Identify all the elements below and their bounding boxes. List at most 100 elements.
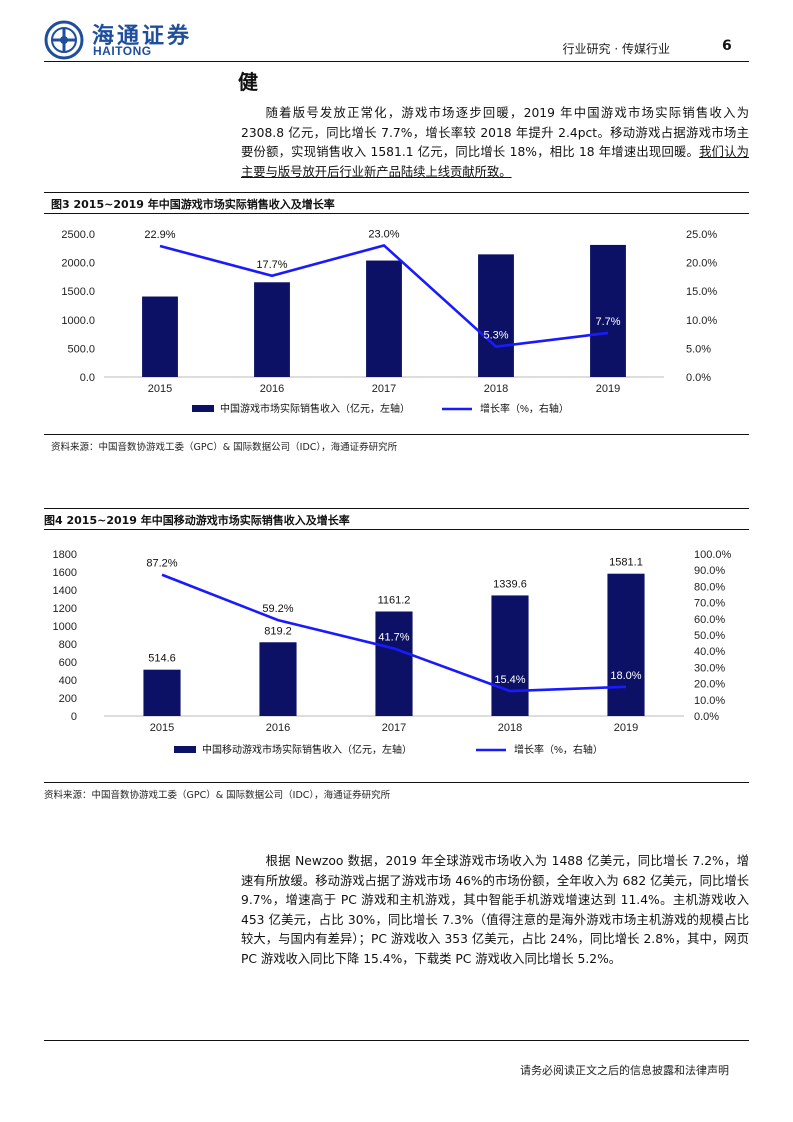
growth-rate-line: [159, 243, 609, 349]
figure4-bottom-rule: [44, 782, 749, 783]
figure4-title-rule: [44, 529, 749, 530]
bar: [366, 260, 402, 377]
line-data-label: 15.4%: [494, 674, 525, 686]
figure3-title-rule: [44, 213, 749, 214]
page-number: 6: [722, 38, 732, 54]
right-axis-tick-label: 0.0%: [686, 372, 711, 384]
line-data-label: 7.7%: [595, 316, 620, 328]
line-data-label: 18.0%: [610, 670, 641, 682]
line-data-label: 59.2%: [262, 603, 293, 615]
left-axis-tick-label: 1600: [53, 567, 77, 579]
bar: [478, 254, 514, 377]
left-axis-tick-label: 1400: [53, 585, 77, 597]
paragraph-text: 根据 Newzoo 数据，2019 年全球游戏市场收入为 1488 亿美元，同比…: [241, 854, 749, 966]
left-axis-tick-label: 600: [59, 657, 77, 669]
left-axis-tick-label: 1000: [53, 621, 77, 633]
right-axis-tick-label: 25.0%: [686, 229, 717, 241]
haitong-logo-icon: [44, 20, 84, 60]
x-axis-tick-label: 2016: [260, 383, 284, 395]
x-axis-tick-label: 2017: [382, 722, 406, 734]
right-axis-tick-label: 100.0%: [694, 549, 732, 561]
bar: [590, 244, 626, 377]
left-axis-tick-label: 2000.0: [61, 258, 95, 270]
right-axis-tick-label: 60.0%: [694, 614, 725, 626]
bar: [375, 611, 413, 716]
figure3-bottom-rule: [44, 434, 749, 435]
left-axis-tick-label: 400: [59, 675, 77, 687]
body-paragraph-2: 根据 Newzoo 数据，2019 年全球游戏市场收入为 1488 亿美元，同比…: [241, 852, 749, 969]
right-axis-tick-label: 30.0%: [694, 662, 725, 674]
right-axis-tick-label: 20.0%: [694, 679, 725, 691]
line-data-label: 17.7%: [256, 259, 287, 271]
right-axis-tick-label: 0.0%: [694, 711, 719, 723]
right-axis-tick-label: 50.0%: [694, 630, 725, 642]
bar: [143, 669, 181, 716]
right-axis-tick-label: 70.0%: [694, 598, 725, 610]
figure4-title: 图4 2015~2019 年中国移动游戏市场实际销售收入及增长率: [44, 514, 350, 527]
left-axis-tick-label: 200: [59, 693, 77, 705]
left-axis-tick-label: 0.0: [80, 372, 95, 384]
bar-data-label: 514.6: [148, 653, 176, 665]
right-axis-tick-label: 90.0%: [694, 565, 725, 577]
x-axis-tick-label: 2019: [596, 383, 620, 395]
x-axis-tick-label: 2015: [148, 383, 172, 395]
figure3-title: 图3 2015~2019 年中国游戏市场实际销售收入及增长率: [51, 198, 335, 211]
line-data-label: 23.0%: [368, 228, 399, 240]
footer-divider: [44, 1040, 749, 1041]
figure4-chart: 514.6 819.2 1161.2 1339.6 1581.1 87.2% 59.2% 4…: [53, 549, 732, 756]
footer-disclaimer: 请务必阅读正文之后的信息披露和法律声明: [520, 1064, 729, 1077]
bar-data-label: 819.2: [264, 625, 292, 637]
bar: [607, 573, 645, 716]
legend-bar-swatch: [192, 405, 214, 412]
right-axis-tick-label: 10.0%: [694, 695, 725, 707]
right-axis-tick-label: 5.0%: [686, 343, 711, 355]
left-axis-tick-label: 1200: [53, 603, 77, 615]
figure4-source: 资料来源：中国音数协游戏工委（GPC）& 国际数据公司（IDC），海通证券研究所: [44, 790, 391, 801]
legend-bar-label: 中国游戏市场实际销售收入（亿元，左轴）: [220, 402, 410, 415]
x-axis-tick-label: 2017: [372, 383, 396, 395]
bar: [259, 642, 297, 716]
growth-rate-line: [161, 573, 627, 693]
left-axis-tick-label: 1500.0: [61, 286, 95, 298]
x-axis-tick-label: 2016: [266, 722, 290, 734]
right-axis-tick-label: 10.0%: [686, 315, 717, 327]
figure3-chart: 22.9% 17.7% 23.0% 5.3% 7.7% 0.0 500.0 1000.0 15…: [61, 228, 717, 415]
bar-data-label: 1161.2: [378, 594, 411, 606]
left-axis-tick-label: 0: [71, 711, 77, 723]
right-axis-tick-label: 15.0%: [686, 286, 717, 298]
left-axis-tick-label: 500.0: [67, 343, 95, 355]
bar: [491, 595, 529, 716]
bar-data-label: 1581.1: [609, 557, 643, 569]
header-divider: [44, 61, 749, 62]
line-data-label: 87.2%: [146, 558, 177, 570]
logo-chinese-name: 海通证券: [92, 23, 193, 49]
header-section: 行业研究 · 传媒行业: [562, 42, 670, 56]
legend-line-label: 增长率（%，右轴）: [480, 402, 569, 415]
x-axis-tick-label: 2018: [498, 722, 522, 734]
figure3-source: 资料来源：中国音数协游戏工委（GPC）& 国际数据公司（IDC），海通证券研究所: [51, 442, 398, 453]
left-axis-tick-label: 1800: [53, 549, 77, 561]
figure3-top-rule: [44, 192, 749, 193]
line-data-label: 5.3%: [483, 330, 508, 342]
x-axis-tick-label: 2018: [484, 383, 508, 395]
heading-fragment: 健: [238, 70, 258, 94]
bar: [142, 296, 178, 377]
paragraph-underlined-text: 我们认为主要与版号放开后行业新产品陆续上线贡献所致。: [241, 145, 749, 179]
figure4-top-rule: [44, 508, 749, 509]
legend-bar-label: 中国移动游戏市场实际销售收入（亿元，左轴）: [202, 743, 412, 756]
right-axis-tick-label: 20.0%: [686, 258, 717, 270]
left-axis-tick-label: 1000.0: [61, 315, 95, 327]
legend-line-label: 增长率（%，右轴）: [514, 743, 603, 756]
x-axis-tick-label: 2015: [150, 722, 174, 734]
legend-bar-swatch: [174, 746, 196, 753]
right-axis-tick-label: 40.0%: [694, 646, 725, 658]
right-axis-tick-label: 80.0%: [694, 581, 725, 593]
line-data-label: 22.9%: [144, 229, 175, 241]
left-axis-tick-label: 800: [59, 639, 77, 651]
bar: [254, 282, 290, 377]
left-axis-tick-label: 2500.0: [61, 229, 95, 241]
logo-english-name: HAITONG: [93, 44, 152, 58]
line-data-label: 41.7%: [378, 631, 409, 643]
paragraph-text: 随着版号发放正常化，游戏市场逐步回暖，2019 年中国游戏市场实际销售收入为 2…: [241, 106, 749, 159]
x-axis-tick-label: 2019: [614, 722, 638, 734]
